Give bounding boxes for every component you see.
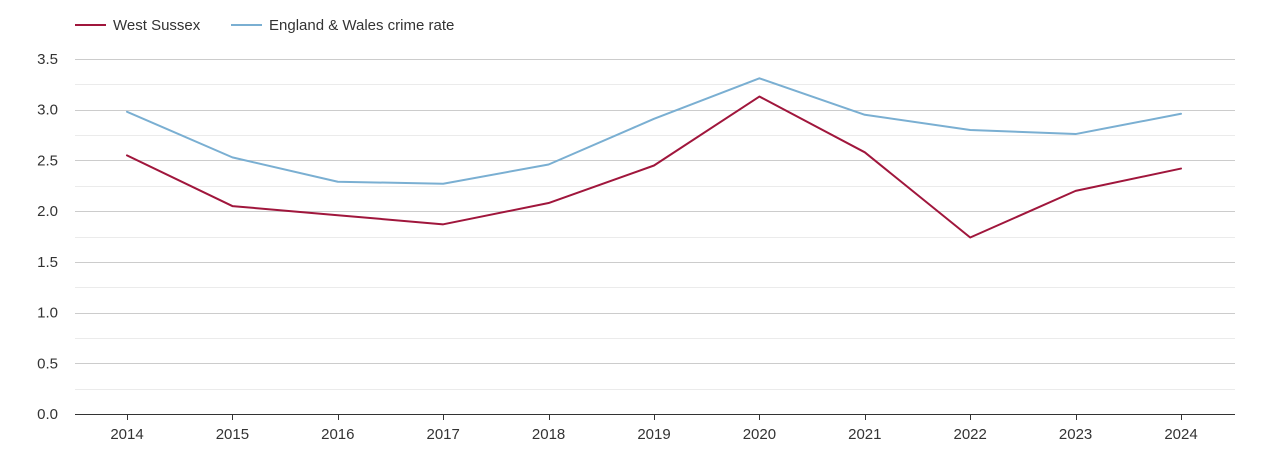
- y-tick-label: 1.5: [37, 254, 58, 271]
- y-tick-label: 3.5: [37, 51, 58, 68]
- x-tick-label: 2016: [321, 426, 354, 443]
- legend-item-west-sussex[interactable]: West Sussex: [75, 17, 201, 34]
- y-tick-label: 0.0: [37, 406, 58, 423]
- y-tick-label: 2.5: [37, 152, 58, 169]
- y-tick-label: 1.0: [37, 305, 58, 322]
- legend: West Sussex England & Wales crime rate: [75, 17, 454, 34]
- y-tick-label: 2.0: [37, 203, 58, 220]
- legend-label-west-sussex: West Sussex: [113, 17, 201, 34]
- x-tick-label: 2022: [954, 426, 987, 443]
- series-layer: [126, 77, 1182, 239]
- x-tick-label: 2017: [427, 426, 460, 443]
- x-tick-label: 2015: [216, 426, 249, 443]
- x-axis: 2014 2015 2016 2017 2018 2019 2020 2021 2022 2023…: [75, 414, 1235, 443]
- x-tick-label: 2014: [110, 426, 143, 443]
- series-line-england-wales: [126, 77, 1182, 185]
- y-tick-label: 3.0: [37, 102, 58, 119]
- x-tick-label: 2019: [637, 426, 670, 443]
- x-tick-label: 2024: [1164, 426, 1197, 443]
- x-tick-label: 2018: [532, 426, 565, 443]
- legend-label-england-wales: England & Wales crime rate: [269, 17, 454, 34]
- y-axis: 0.0 0.5 1.0 1.5 2.0 2.5 3.0 3.5: [37, 51, 58, 423]
- x-tick-label: 2023: [1059, 426, 1092, 443]
- gridlines: [75, 59, 1235, 390]
- y-tick-label: 0.5: [37, 355, 58, 372]
- x-tick-label: 2021: [848, 426, 881, 443]
- legend-item-england-wales[interactable]: England & Wales crime rate: [231, 17, 454, 34]
- series-line-west-sussex: [126, 95, 1182, 239]
- x-tick-label: 2020: [743, 426, 776, 443]
